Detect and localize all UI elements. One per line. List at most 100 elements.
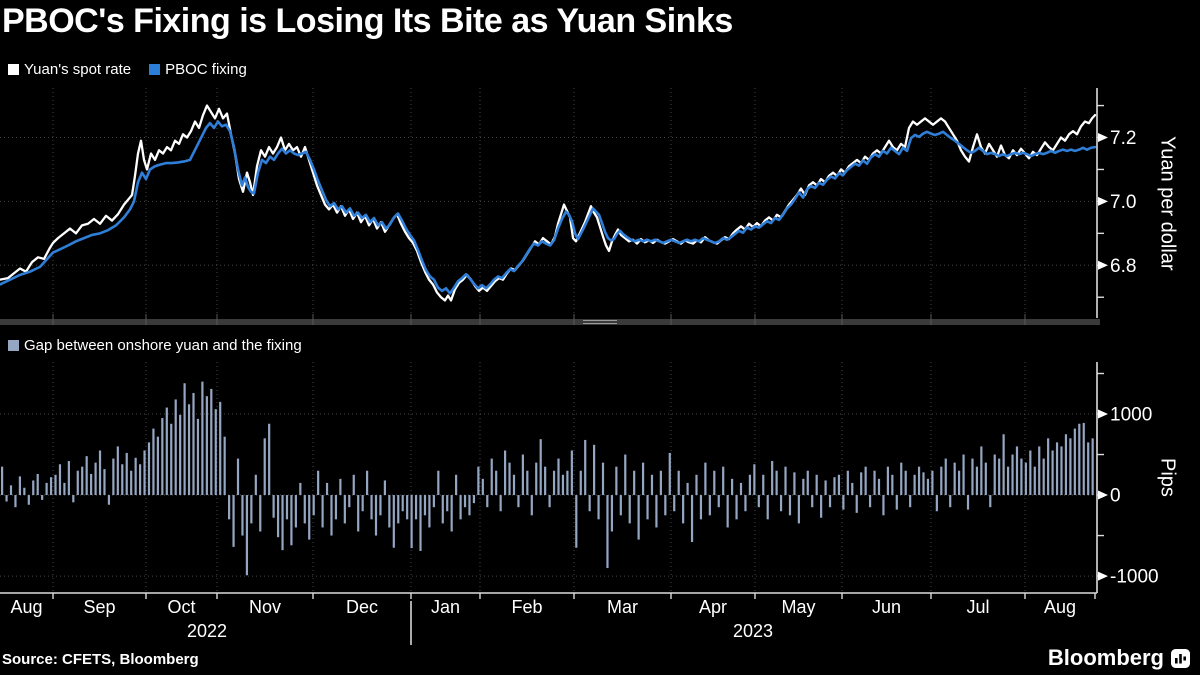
gap-bar — [1055, 442, 1059, 496]
spot-legend-swatch — [8, 64, 19, 75]
gap-bar — [179, 414, 182, 496]
gap-bar — [36, 473, 39, 496]
legend-item-fixing: PBOC fixing — [149, 61, 247, 78]
gap-bar — [846, 470, 849, 496]
panel-divider — [0, 319, 1100, 325]
gap-bar — [116, 446, 119, 496]
gap-bar — [731, 478, 734, 496]
gap-bar — [76, 470, 79, 496]
fixing-legend-swatch — [149, 64, 161, 75]
x-axis-month-label: Dec — [345, 597, 379, 617]
top-panel-legend: Yuan's spot rate PBOC fixing — [8, 61, 247, 78]
gap-bar — [882, 495, 885, 516]
chart-title: PBOC's Fixing is Losing Its Bite as Yuan… — [2, 2, 733, 40]
gap-bar — [940, 466, 943, 496]
y-axis-arrow-top — [1098, 260, 1108, 270]
gap-bar — [566, 470, 569, 496]
gap-bar — [610, 495, 614, 532]
gap-bar — [18, 476, 21, 496]
gap-bar — [1038, 446, 1041, 496]
gap-bar — [236, 458, 240, 496]
x-axis-month-label: Nov — [248, 597, 282, 617]
gap-bar — [361, 495, 364, 512]
gap-bar — [966, 495, 970, 510]
gap-bar — [455, 474, 458, 496]
x-axis-month-label: Aug — [10, 597, 43, 617]
gap-bar — [690, 495, 694, 543]
gap-bar — [699, 495, 703, 520]
gap-bar — [156, 436, 159, 496]
gap-bar — [779, 495, 783, 512]
panel-divider-handle[interactable] — [583, 320, 617, 324]
gap-bar — [219, 401, 222, 496]
gap-bar — [873, 470, 876, 496]
gap-bar — [9, 485, 13, 496]
gap-bar — [228, 495, 231, 520]
gap-bar — [739, 482, 743, 496]
gap-bar — [664, 495, 667, 516]
gap-bar — [922, 472, 925, 496]
gap-bar — [762, 474, 765, 496]
gap-bar — [187, 404, 191, 496]
gap-bar — [406, 495, 409, 520]
gap-bar — [49, 477, 53, 496]
gap-bar — [85, 456, 88, 496]
gap-bar — [410, 495, 413, 549]
gap-bar — [312, 495, 315, 516]
gap-bar — [1024, 462, 1027, 496]
bloomberg-wordmark: Bloomberg — [1047, 645, 1164, 670]
gap-legend-swatch — [8, 340, 19, 351]
gap-bar — [98, 450, 102, 496]
gap-bar — [953, 462, 956, 496]
gap-bar — [205, 396, 208, 496]
gap-bar — [90, 473, 93, 496]
gap-bar — [641, 462, 645, 496]
gap-bar — [388, 495, 391, 528]
gap-bar — [299, 482, 302, 496]
gap-bar — [397, 495, 400, 524]
gap-bar — [259, 495, 262, 532]
gap-bar — [624, 454, 627, 496]
gap-bar — [806, 470, 809, 496]
fixing-legend-label: PBOC fixing — [165, 61, 247, 78]
x-axis-month-label: Feb — [511, 597, 543, 617]
gap-bar — [686, 482, 689, 496]
y-axis-label-bottom: -1000 — [1110, 567, 1159, 588]
gap-bar — [94, 462, 97, 496]
gap-bar — [512, 474, 516, 496]
gap-bar — [5, 495, 8, 502]
gap-bar — [544, 466, 547, 496]
gap-bar — [597, 495, 600, 520]
gap-bar — [81, 466, 84, 496]
y-axis-arrow-bottom — [1098, 409, 1108, 419]
gap-bar — [414, 495, 418, 520]
x-axis-month-label: Jun — [871, 597, 902, 617]
gap-bar — [895, 495, 898, 510]
gap-bar — [793, 472, 796, 496]
gap-bar — [1015, 446, 1019, 496]
gap-bar — [263, 438, 266, 496]
gap-bar — [935, 495, 938, 512]
gap-bar — [463, 495, 467, 508]
x-axis-month-label: Sep — [83, 597, 116, 617]
gap-bar — [250, 495, 253, 524]
gap-bar — [668, 452, 671, 496]
y-axis-label-top: 7.2 — [1110, 128, 1136, 149]
gap-bar — [650, 474, 654, 496]
gap-bar — [285, 495, 289, 520]
gap-bar — [495, 470, 498, 496]
gap-bar — [615, 466, 618, 496]
gap-bar — [757, 495, 760, 508]
gap-bar — [909, 495, 912, 508]
gap-bar — [352, 474, 355, 496]
gap-bar — [673, 495, 676, 512]
gap-bar — [842, 495, 845, 510]
spot-legend-label: Yuan's spot rate — [24, 61, 132, 78]
gap-bar — [294, 495, 297, 528]
gap-bar — [1042, 458, 1045, 496]
gap-bar — [820, 495, 823, 518]
gap-bar — [775, 470, 778, 496]
x-axis-year-label: 2023 — [732, 621, 774, 641]
bar-chart-logo-icon — [1171, 648, 1190, 668]
gap-bar — [67, 461, 70, 496]
